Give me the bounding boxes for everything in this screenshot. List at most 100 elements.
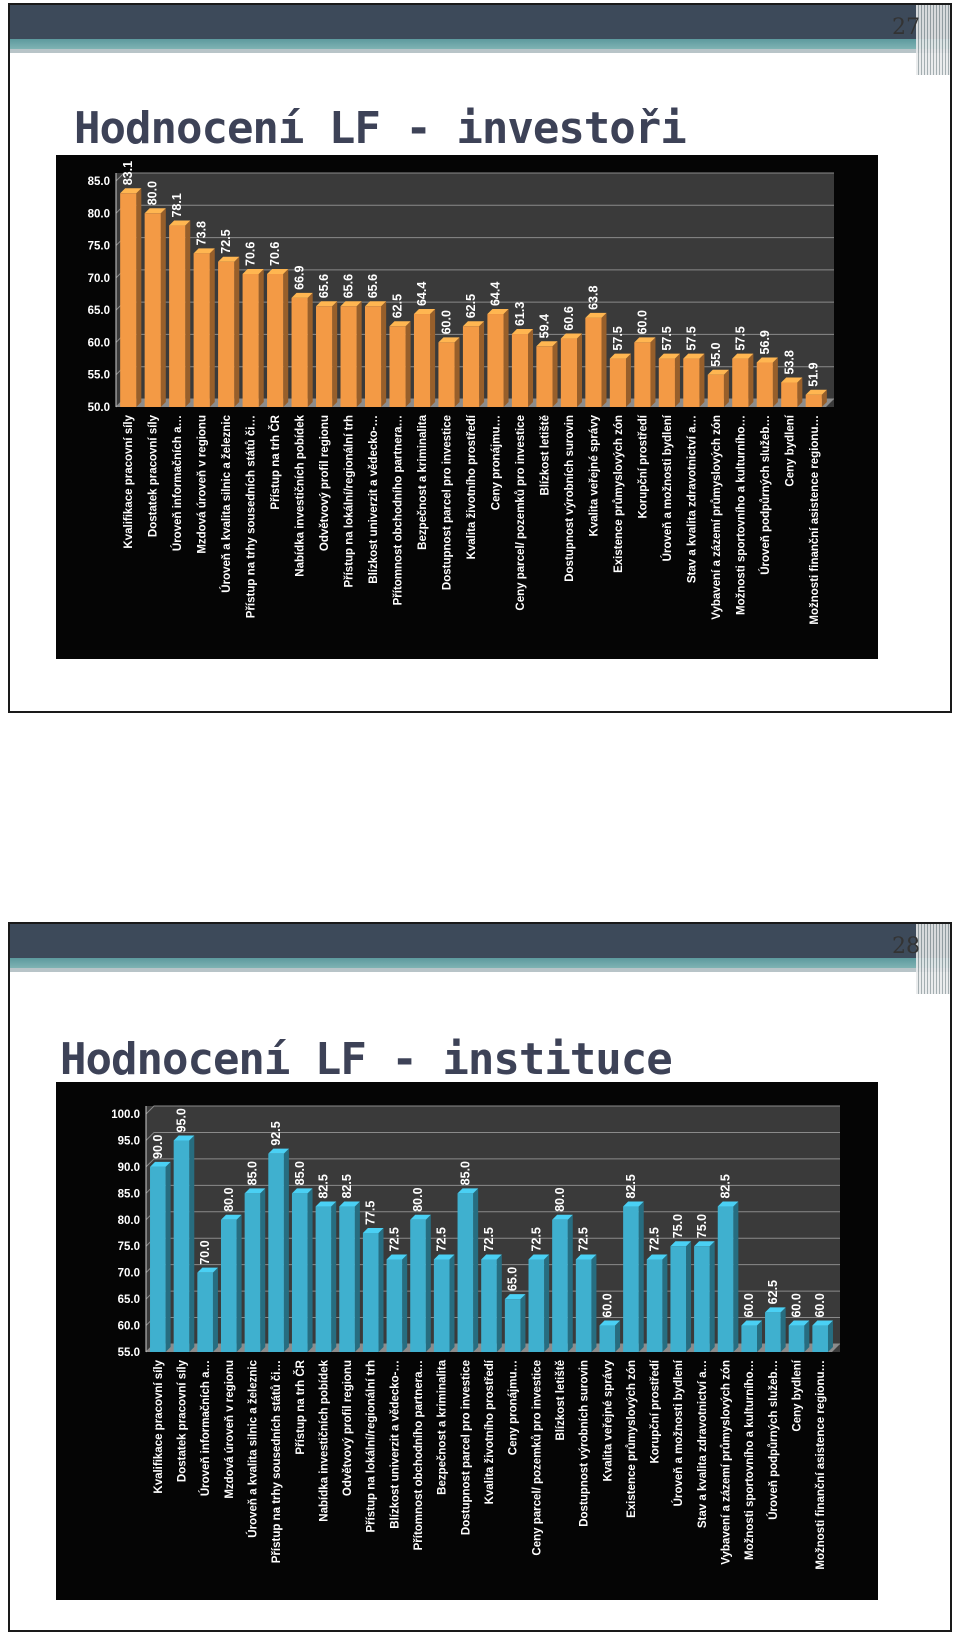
bar-face [169, 225, 186, 407]
bar-face [457, 1193, 474, 1352]
bar-face [528, 1259, 545, 1352]
bar-top [707, 369, 729, 375]
x-tick-label: Stav a kvalita zdravotnictví a… [697, 1360, 709, 1528]
bar-top [560, 333, 583, 339]
x-tick-label: Nabídka investičních pobídek [318, 1359, 330, 1521]
bar-side [797, 377, 803, 407]
bar-top [781, 377, 803, 383]
bar [340, 301, 362, 407]
bar-value-label: 60.0 [440, 310, 454, 334]
bar [707, 369, 729, 407]
bar-top [220, 1214, 242, 1220]
x-tick-label: Ceny pronájmu… [508, 1360, 520, 1455]
bar [244, 1188, 266, 1352]
bar [315, 1201, 337, 1352]
bar-side [356, 301, 362, 407]
x-tick-label: Dostupnost výrobních surovin [564, 415, 576, 582]
bar-top [150, 1161, 171, 1167]
bar-value-label: 53.8 [782, 350, 796, 374]
bar-face [413, 314, 431, 407]
bar-face [812, 1325, 828, 1352]
bar-face [315, 1206, 332, 1352]
bar-value-label: 72.5 [529, 1227, 543, 1251]
bar-top [364, 301, 387, 307]
x-tick-label: Ceny bydlení [784, 414, 796, 486]
bar-face [552, 1219, 568, 1352]
bar-face [268, 1153, 284, 1352]
y-tick-label: 85.0 [118, 1188, 140, 1200]
bar-face [218, 261, 235, 407]
x-tick-label: Existence průmyslových zón [613, 415, 625, 573]
x-tick-label: Dostupnost výrobních surovin [579, 1360, 591, 1527]
bar [173, 1135, 195, 1352]
bar-value-label: 70.0 [198, 1240, 212, 1264]
bar-side [601, 312, 607, 407]
bar-top [457, 1188, 479, 1194]
bar-top [609, 353, 631, 359]
gridline [145, 1158, 840, 1168]
x-tick-label: Přístup na trh ČR [294, 1359, 307, 1454]
x-tick-label: Přístup na lokální/regionální trh [344, 415, 356, 588]
bar-side [709, 1241, 715, 1352]
bar-value-label: 64.4 [415, 282, 429, 306]
bar-top [732, 353, 754, 359]
bar-value-label: 80.0 [146, 181, 160, 205]
gridline [145, 1131, 840, 1141]
bar [386, 1254, 408, 1352]
bar-value-label: 92.5 [269, 1121, 283, 1145]
bar-value-label: 82.5 [340, 1174, 354, 1198]
x-tick-label: Bezpečnost a kriminalita [437, 1359, 449, 1494]
y-tick-label: 65.0 [118, 1294, 140, 1306]
bar-top [169, 220, 191, 226]
x-tick-label: Kvalita veřejné správy [602, 1359, 614, 1481]
bar-face [173, 1140, 190, 1352]
bar-face [504, 1299, 521, 1352]
bar-top [658, 353, 680, 359]
bar-face [646, 1259, 663, 1352]
bar-face [410, 1219, 426, 1352]
bar-face [433, 1259, 450, 1352]
bar [683, 353, 705, 407]
bar-top [552, 1214, 573, 1220]
bar-top [315, 1201, 337, 1207]
bar-side [827, 1320, 833, 1352]
bar [694, 1241, 715, 1352]
bar-side [430, 309, 436, 407]
bar [291, 1188, 313, 1352]
y-tick-label: 80.0 [118, 1215, 140, 1227]
x-tick-label: Přístup na trhy sousedních států či… [271, 1360, 283, 1563]
bar-side [591, 1254, 597, 1352]
bar-value-label: 60.0 [790, 1293, 804, 1317]
bar-top [756, 357, 778, 363]
bar-top [218, 256, 240, 262]
x-tick-label: Odvětvový profil regionu [319, 415, 331, 551]
bar-face [560, 338, 578, 407]
bar-top [536, 341, 558, 347]
bar-value-label: 85.0 [245, 1161, 259, 1185]
y-tick-label: 70.0 [118, 1268, 140, 1280]
bar-value-label: 56.9 [758, 330, 772, 354]
bar-side [236, 1214, 242, 1352]
header-band [10, 5, 950, 39]
bar-face [670, 1246, 687, 1352]
bar-value-label: 70.6 [268, 242, 282, 266]
bar-face [634, 342, 651, 407]
bar-top [438, 337, 460, 343]
bar-side [733, 1201, 739, 1352]
bar-top [646, 1254, 668, 1260]
bar-face [244, 1193, 261, 1352]
bar-face [193, 253, 210, 407]
bar-side [283, 268, 289, 407]
bar-side [234, 256, 240, 407]
slide-27: 27 Hodnocení LF - investoři 50.0 55.0 60.0… [8, 3, 952, 713]
bar-value-label: 60.6 [562, 306, 576, 330]
bar-face [150, 1166, 166, 1352]
bar-face [438, 342, 455, 407]
header-stripe [10, 49, 950, 53]
bar-value-label: 57.5 [684, 326, 698, 350]
bar-value-label: 80.0 [222, 1187, 236, 1211]
bar-side [354, 1201, 360, 1352]
bar [268, 1148, 289, 1352]
bar-top [197, 1267, 218, 1273]
bar [362, 1228, 384, 1352]
